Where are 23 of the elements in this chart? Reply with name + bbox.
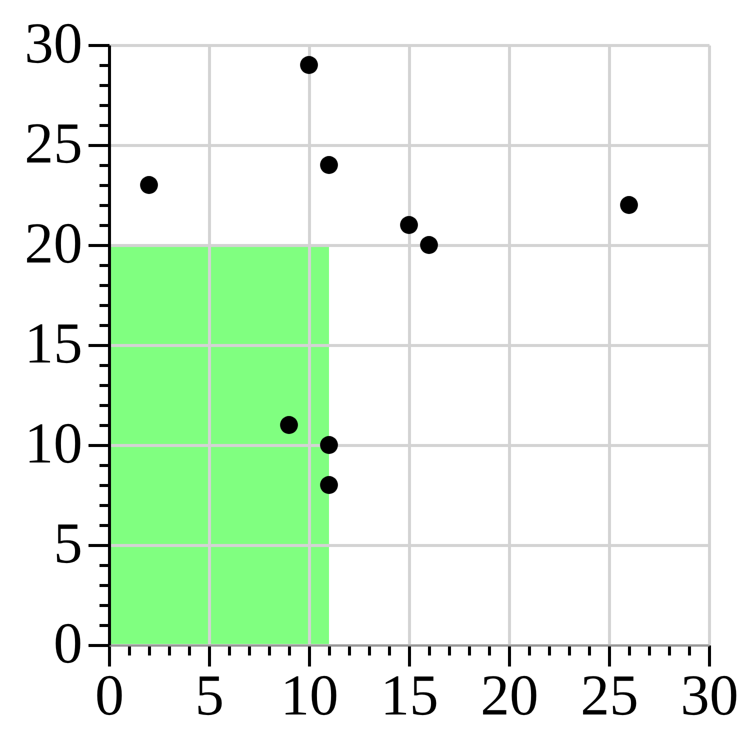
x-tick-label: 10	[280, 662, 338, 728]
y-tick-label: 30	[24, 10, 82, 76]
x-tick-label: 25	[580, 662, 638, 728]
point	[620, 196, 638, 214]
x-tick-label: 5	[195, 662, 224, 728]
point	[420, 236, 438, 254]
y-tick-label: 5	[54, 510, 82, 576]
x-tick-label: 30	[680, 662, 738, 728]
point	[320, 436, 338, 454]
y-tick-label: 15	[24, 310, 82, 376]
point	[140, 176, 158, 194]
point	[400, 216, 418, 234]
y-tick-label: 10	[24, 410, 82, 476]
point	[320, 156, 338, 174]
y-tick-label: 25	[24, 110, 82, 176]
y-tick-label: 0	[54, 610, 82, 676]
x-tick-label: 15	[380, 662, 438, 728]
y-tick-label: 20	[24, 210, 82, 276]
point	[320, 476, 338, 494]
point	[300, 56, 318, 74]
x-tick-label: 20	[480, 662, 538, 728]
x-tick-label: 0	[95, 662, 124, 728]
point	[280, 416, 298, 434]
